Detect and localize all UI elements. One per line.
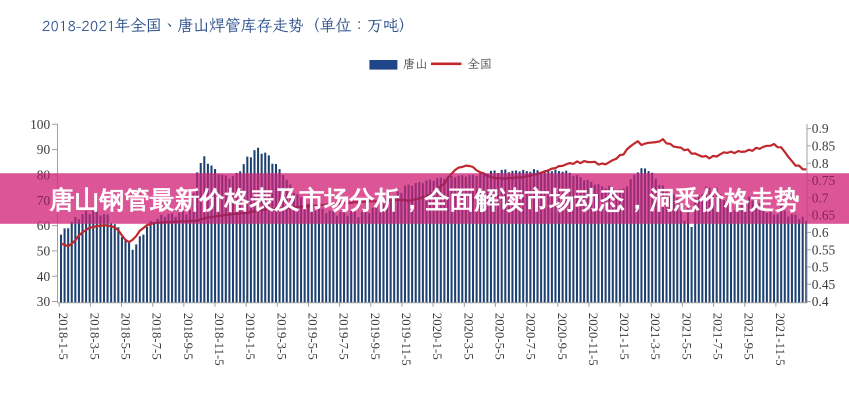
svg-text:2020-1-5: 2020-1-5 [430, 313, 444, 360]
svg-text:2021-7-5: 2021-7-5 [711, 313, 725, 360]
svg-text:0.8: 0.8 [812, 156, 829, 171]
svg-text:90: 90 [37, 142, 51, 157]
svg-text:0.65: 0.65 [812, 208, 836, 223]
svg-text:2018-7-5: 2018-7-5 [150, 313, 164, 360]
svg-text:2019-1-5: 2019-1-5 [243, 313, 257, 360]
svg-text:2018-11-5: 2018-11-5 [212, 313, 226, 366]
svg-text:2021-1-5: 2021-1-5 [617, 313, 631, 360]
svg-text:2018-9-5: 2018-9-5 [181, 313, 195, 360]
svg-text:2020-3-5: 2020-3-5 [461, 313, 475, 360]
svg-text:0.6: 0.6 [812, 225, 829, 240]
svg-text:0.55: 0.55 [812, 242, 836, 257]
svg-text:50: 50 [37, 244, 51, 259]
svg-text:2020-9-5: 2020-9-5 [555, 313, 569, 360]
svg-text:0.45: 0.45 [812, 277, 836, 292]
svg-text:2020-11-5: 2020-11-5 [586, 313, 600, 366]
svg-text:0.7: 0.7 [812, 190, 829, 205]
svg-text:2019-7-5: 2019-7-5 [337, 313, 351, 360]
svg-text:2021-5-5: 2021-5-5 [679, 313, 693, 360]
svg-text:0.9: 0.9 [812, 121, 829, 136]
svg-text:2018-5-5: 2018-5-5 [119, 313, 133, 360]
svg-text:100: 100 [30, 117, 50, 132]
svg-text:2018-3-5: 2018-3-5 [87, 313, 101, 360]
svg-text:2019-5-5: 2019-5-5 [306, 313, 320, 360]
svg-text:2021-11-5: 2021-11-5 [773, 313, 787, 366]
svg-text:0.4: 0.4 [812, 294, 829, 309]
svg-text:0.85: 0.85 [812, 139, 836, 154]
svg-text:40: 40 [37, 269, 51, 284]
svg-text:2020-5-5: 2020-5-5 [492, 313, 506, 360]
svg-text:2021-3-5: 2021-3-5 [648, 313, 662, 360]
svg-text:30: 30 [37, 294, 51, 309]
svg-text:2021-9-5: 2021-9-5 [742, 313, 756, 360]
svg-text:70: 70 [37, 193, 51, 208]
svg-text:2019-9-5: 2019-9-5 [368, 313, 382, 360]
svg-text:0.75: 0.75 [812, 173, 836, 188]
svg-text:2018-1-5: 2018-1-5 [56, 313, 70, 360]
svg-text:80: 80 [37, 168, 51, 183]
svg-text:2020-7-5: 2020-7-5 [524, 313, 538, 360]
svg-text:2019-11-5: 2019-11-5 [399, 313, 413, 366]
svg-text:0.5: 0.5 [812, 260, 829, 275]
svg-text:2019-3-5: 2019-3-5 [274, 313, 288, 360]
